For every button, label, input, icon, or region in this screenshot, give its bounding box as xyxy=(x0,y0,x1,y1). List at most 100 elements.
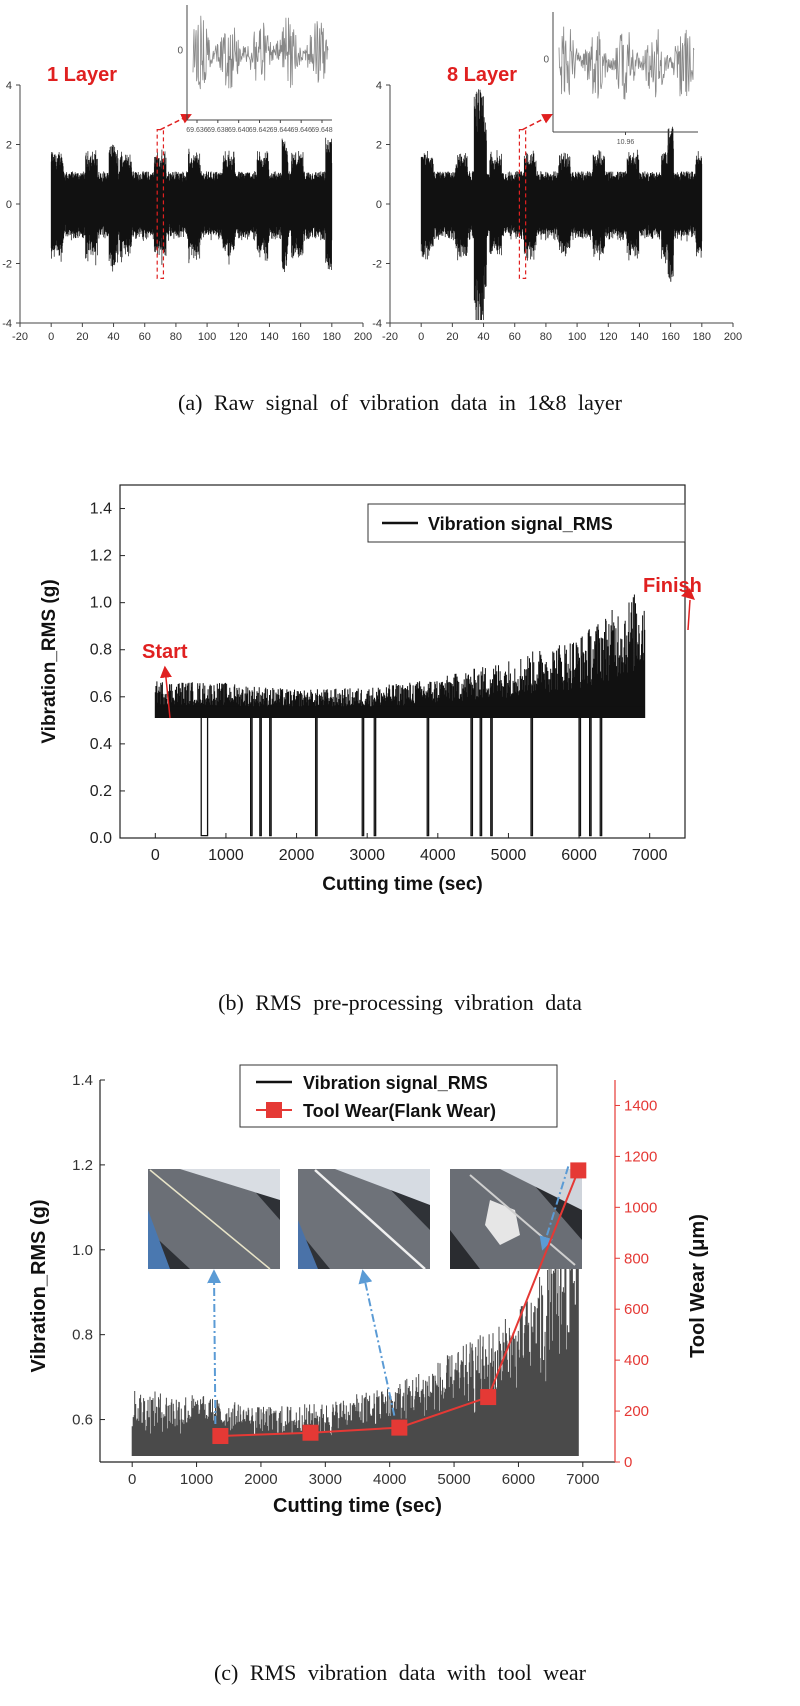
a1-y-tick-label: 4 xyxy=(6,80,12,92)
rms-wear-chart-x-tick-label: 0 xyxy=(128,1471,136,1488)
start-arrow xyxy=(159,665,172,719)
a1-inset-x-tick-label: 69.644 xyxy=(270,127,292,134)
tool-wear-marker xyxy=(570,1162,587,1179)
a1-x-tick-label: -20 xyxy=(12,331,28,343)
rms-wear-chart-y2-tick-label: 1200 xyxy=(624,1148,657,1165)
photo-pointer-arrow xyxy=(539,1166,570,1251)
rms-wear-chart-y-tick-label: 1.2 xyxy=(72,1157,93,1174)
a1-x-tick-label: 0 xyxy=(48,331,54,343)
a2-x-tick-label: 40 xyxy=(477,331,489,343)
rms-chart-signal xyxy=(154,594,646,837)
rms-chart-y-tick-label: 1.0 xyxy=(90,595,112,612)
a1-x-tick-label: 180 xyxy=(323,331,341,343)
rms-chart-axes: 0.0 0.2 0.4 0.6 0.8 1.0 1.2 1.4 0 1000 2000 3000 400… xyxy=(39,484,686,895)
rms-chart-drop xyxy=(373,717,377,837)
a2-inset-x-tick-label: 10.96 xyxy=(617,139,635,146)
photo-pointer-arrow xyxy=(207,1269,222,1425)
a2-x-tick-label: 120 xyxy=(599,331,617,343)
tool-wear-marker xyxy=(212,1428,229,1445)
photo-pointer-arrow xyxy=(358,1269,396,1416)
legend-label-rms: Vibration signal_RMS xyxy=(303,1073,488,1093)
rms-wear-chart-signal-band xyxy=(132,1436,579,1456)
rms-chart-drop xyxy=(314,717,318,837)
rms-wear-chart-y2-tick-label: 800 xyxy=(624,1250,649,1267)
rms-wear-chart-x-tick-label: 7000 xyxy=(566,1471,599,1488)
rms-wear-chart-y-tick-label: 1.4 xyxy=(72,1072,93,1089)
rms-chart-x-tick-label: 7000 xyxy=(632,847,668,864)
a1-y-tick-label: -4 xyxy=(2,318,12,330)
rms-chart-y-tick-label: 0.6 xyxy=(90,689,112,706)
a1-inset-x-tick-label: 69.646 xyxy=(290,127,312,134)
chart-8-layer-zoom-arrow xyxy=(522,114,553,131)
panel-b-rms-chart: 0.0 0.2 0.4 0.6 0.8 1.0 1.2 1.4 0 1000 2000 3000 400… xyxy=(39,484,702,895)
a1-inset-x-tick-label: 69.638 xyxy=(207,127,229,134)
a1-inset-y-tick: 0 xyxy=(177,45,183,56)
tool-wear-marker xyxy=(480,1389,497,1406)
tool-wear-series xyxy=(212,1162,587,1445)
rms-chart-x-axis-title: Cutting time (sec) xyxy=(322,874,482,895)
rms-wear-chart-y2-tick-label: 200 xyxy=(624,1403,649,1420)
rms-chart-y-tick-label: 0.0 xyxy=(90,830,112,847)
rms-wear-chart-x-tick-label: 3000 xyxy=(309,1471,342,1488)
rms-chart-drop xyxy=(269,717,272,837)
a2-y-tick-label: -4 xyxy=(372,318,382,330)
chart-8-layer-label: 8 Layer xyxy=(447,64,517,86)
tool-wear-marker xyxy=(391,1419,408,1436)
a2-x-tick-label: 80 xyxy=(540,331,552,343)
rms-wear-chart-y2-axis-title: Tool Wear (μm) xyxy=(687,1214,709,1358)
a1-x-tick-label: 40 xyxy=(107,331,119,343)
rms-wear-chart-x-axis-title: Cutting time (sec) xyxy=(273,1495,442,1517)
tool-wear-marker xyxy=(302,1424,319,1441)
rms-wear-chart-x-tick-label: 4000 xyxy=(373,1471,406,1488)
a1-inset-trace xyxy=(192,15,329,90)
chart-1-layer-signal xyxy=(50,137,333,272)
rms-chart-x-tick-label: 0 xyxy=(151,847,160,864)
rms-chart-drop xyxy=(200,717,209,837)
rms-wear-chart-x-tick-label: 6000 xyxy=(502,1471,535,1488)
rms-chart-drop xyxy=(599,717,603,837)
rms-wear-chart-x-tick-label: 2000 xyxy=(244,1471,277,1488)
rms-chart-drop xyxy=(589,717,592,837)
rms-chart-drop xyxy=(426,717,430,837)
a2-x-tick-label: 0 xyxy=(418,331,424,343)
rms-chart-drop xyxy=(530,717,534,837)
a2-x-tick-label: 140 xyxy=(630,331,648,343)
rms-wear-chart-y2-tick-label: 0 xyxy=(624,1454,632,1471)
rms-wear-chart-legend: Vibration signal_RMS Tool Wear(Flank Wea… xyxy=(239,1064,558,1128)
a2-x-tick-label: 200 xyxy=(724,331,742,343)
rms-chart-drop xyxy=(490,717,493,837)
rms-wear-chart-x-tick-label: 1000 xyxy=(180,1471,213,1488)
a2-x-tick-label: 20 xyxy=(446,331,458,343)
rms-chart-y-tick-label: 1.2 xyxy=(90,548,112,565)
rms-chart-legend-box xyxy=(367,503,686,543)
caption-b: (b) RMS pre-processing vibration data xyxy=(218,990,582,1015)
finish-annotation: Finish xyxy=(643,575,702,597)
rms-wear-chart-y2-tick-label: 400 xyxy=(624,1352,649,1369)
rms-wear-chart-signal xyxy=(131,1230,579,1456)
rms-chart-y-tick-label: 0.2 xyxy=(90,783,112,800)
rms-wear-chart-x-tick-label: 5000 xyxy=(437,1471,470,1488)
a1-x-tick-label: 60 xyxy=(139,331,151,343)
a1-inset-x-tick-label: 69.640 xyxy=(228,127,250,134)
rms-chart-drop xyxy=(578,717,582,837)
rms-chart-signal-trace xyxy=(154,594,646,718)
finish-arrow xyxy=(687,599,691,631)
rms-wear-chart-axes: 0.6 0.8 1.0 1.2 1.4 0 200 400 600 800 1000 1200 1400… xyxy=(28,1072,709,1517)
a1-inset-x-tick-label: 69.636 xyxy=(186,127,208,134)
caption-c: (c) RMS vibration data with tool wear xyxy=(213,1660,587,1685)
chart-8-layer-signal xyxy=(420,89,703,320)
a2-signal-trace xyxy=(420,89,703,320)
chart-1-layer-zoom-arrow xyxy=(159,114,192,131)
rms-chart-y-tick-label: 0.4 xyxy=(90,736,112,753)
rms-wear-chart-y2-tick-label: 1400 xyxy=(624,1097,657,1114)
a1-signal-trace xyxy=(50,137,333,272)
rms-chart-drop xyxy=(259,717,262,837)
a2-y-tick-label: 2 xyxy=(376,140,382,152)
a2-y-tick-label: 4 xyxy=(376,80,382,92)
rms-chart-signal-band xyxy=(155,706,645,718)
rms-wear-chart-y-axis-title: Vibration_RMS (g) xyxy=(28,1200,50,1373)
a1-inset-x-tick-label: 69.648 xyxy=(311,127,333,134)
